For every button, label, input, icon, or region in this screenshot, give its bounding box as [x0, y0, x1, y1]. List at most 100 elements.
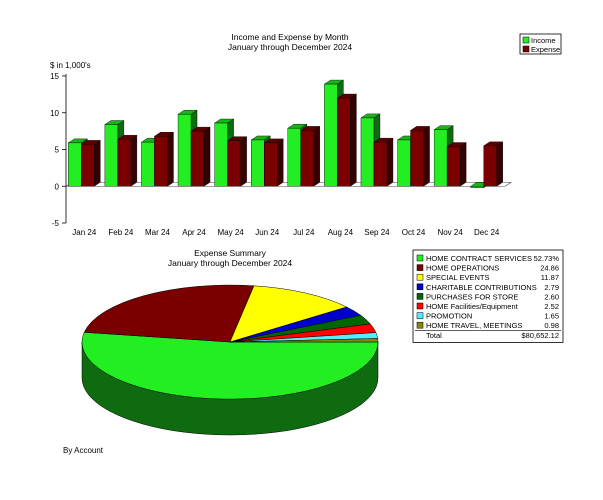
- bar-front: [177, 114, 192, 187]
- bar-front: [264, 142, 278, 187]
- bar-front: [360, 117, 375, 187]
- pie-legend-swatch: [416, 264, 424, 271]
- bar-expense: [117, 134, 138, 187]
- y-tick-label: 10: [50, 109, 59, 118]
- bar-expense: [263, 138, 284, 187]
- pie-chart-subtitle: January through December 2024: [168, 258, 293, 268]
- bar-front: [483, 145, 497, 187]
- bar-expense: [226, 136, 248, 187]
- pie-legend-value: 1.65: [544, 312, 559, 321]
- pie-legend-value: 24.86: [540, 264, 559, 273]
- x-tick-label: Nov 24: [437, 228, 463, 237]
- pie-legend-swatch: [416, 321, 424, 329]
- pie-legend-label: PROMOTION: [426, 312, 472, 321]
- pie-legend-box: [412, 249, 564, 343]
- bar-side: [203, 126, 211, 187]
- pie-legend-value: 52.73%: [534, 254, 560, 263]
- bar-side: [423, 126, 430, 187]
- bar-side: [386, 137, 394, 187]
- bar-front: [68, 142, 82, 187]
- bar-expense: [80, 139, 101, 187]
- x-tick-label: May 24: [218, 228, 245, 237]
- bar-front: [190, 130, 205, 187]
- bar-front: [433, 129, 448, 187]
- bar-expense: [446, 142, 467, 187]
- y-axis-label: $ in 1,000's: [50, 61, 91, 70]
- bar-front: [470, 186, 484, 188]
- bar-front: [300, 130, 314, 187]
- bar-expense: [300, 126, 321, 187]
- bar-front: [446, 146, 461, 187]
- x-tick-label: Sep 24: [364, 228, 390, 237]
- pie-legend-value: 2.60: [544, 292, 559, 301]
- pie-legend-swatch: [416, 283, 424, 291]
- pie-legend-swatch: [416, 273, 424, 281]
- y-tick-label: 5: [55, 146, 60, 155]
- pie-slice: [81, 332, 379, 400]
- x-tick-label: Dec 24: [474, 228, 500, 237]
- y-tick-label: 0: [55, 182, 60, 191]
- pie-legend-label: HOME TRAVEL, MEETINGS: [426, 321, 522, 330]
- pie-legend-swatch: [416, 293, 424, 300]
- bar-side: [313, 126, 320, 187]
- legend-label-expense: Expense: [531, 45, 560, 54]
- legend-label-income: Income: [531, 36, 556, 45]
- legend-box: [519, 33, 562, 55]
- bar-side: [496, 141, 503, 187]
- bar-side: [167, 131, 174, 187]
- bar-front: [117, 139, 132, 187]
- bar-expense: [373, 137, 394, 187]
- pie-legend-value: 0.98: [544, 321, 559, 330]
- pie-legend-value: 2.79: [544, 283, 559, 292]
- x-tick-label: Aug 24: [328, 228, 354, 237]
- bar-front: [287, 127, 301, 187]
- pie-legend-label: SPECIAL EVENTS: [426, 273, 490, 282]
- bar-front: [227, 140, 241, 187]
- bar-front: [104, 124, 119, 187]
- pie-legend-label: HOME CONTRACT SERVICES: [426, 254, 532, 263]
- x-tick-label: Jan 24: [72, 228, 97, 237]
- legend-swatch-income: [522, 36, 530, 44]
- pie-legend-label: HOME OPERATIONS: [426, 264, 499, 273]
- bar-chart-title: Income and Expense by Month: [231, 32, 348, 42]
- pie-legend-value: 11.87: [541, 273, 559, 282]
- x-tick-label: Oct 24: [402, 228, 426, 237]
- x-tick-label: Jul 24: [293, 228, 315, 237]
- bar-side: [277, 138, 284, 187]
- legend-swatch-expense: [522, 45, 530, 53]
- bar-front: [141, 141, 155, 187]
- pie-legend-label: CHARITABLE CONTRIBUTIONS: [426, 283, 537, 292]
- bar-front: [410, 130, 424, 187]
- bar-side: [94, 139, 101, 187]
- pie-slice: [229, 338, 379, 343]
- pie-legend-swatch: [416, 302, 424, 310]
- pie-legend-swatch: [416, 312, 424, 319]
- pie-slice: [229, 285, 348, 343]
- bar-front: [154, 136, 168, 187]
- bar-expense: [409, 126, 431, 187]
- bar-expense: [336, 93, 358, 187]
- pie-legend-label: PURCHASES FOR STORE: [426, 292, 518, 301]
- bar-side: [130, 134, 138, 187]
- x-tick-label: Apr 24: [182, 228, 206, 237]
- bar-expense: [483, 141, 504, 187]
- pie-legend-total-value: $80,652.12: [521, 331, 559, 340]
- pie-legend-label: HOME Facilities/Equipment: [426, 302, 519, 311]
- bar-side: [350, 93, 357, 187]
- x-tick-label: Jun 24: [255, 228, 280, 237]
- pie-legend-value: 2.52: [544, 302, 559, 311]
- bar-front: [81, 144, 95, 187]
- bar-expense: [190, 126, 211, 187]
- y-tick-label: -5: [52, 219, 60, 228]
- bar-front: [214, 122, 228, 187]
- by-account-label: By Account: [63, 446, 104, 455]
- pie-slice: [83, 284, 255, 343]
- bar-front: [397, 139, 411, 187]
- bar-chart-subtitle: January through December 2024: [228, 42, 353, 52]
- bar-front: [251, 139, 265, 187]
- pie-legend-total-label: Total: [426, 331, 442, 340]
- pie-chart-title: Expense Summary: [194, 248, 267, 258]
- y-tick-label: 15: [50, 72, 59, 81]
- pie-legend-swatch: [416, 254, 424, 262]
